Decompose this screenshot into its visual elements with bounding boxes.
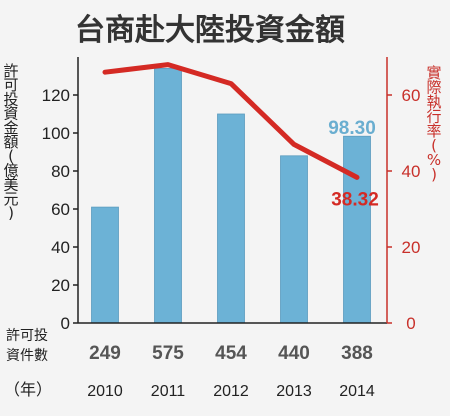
axis-label-char: 額 (3, 133, 18, 151)
bar-2014 (343, 135, 371, 324)
left-tick-label-120: 120 (42, 86, 70, 105)
axis-label-char: ) (431, 166, 437, 184)
axis-label-char: 行 (426, 108, 441, 126)
left-tick-label-20: 20 (51, 276, 70, 295)
axis-label-char: ( (431, 137, 437, 155)
right-tick-label-0: 0 (406, 314, 415, 333)
right-axis-ticks: 0 20 40 60 (387, 86, 420, 333)
bar-series (91, 68, 371, 324)
x-tick-2013: 2013 (276, 383, 312, 400)
x-axis-ticks: 2010 2011 2012 2013 2014 (87, 383, 375, 400)
x-tick-2012: 2012 (213, 383, 249, 400)
count-2011: 575 (152, 343, 184, 364)
x-tick-2014: 2014 (339, 383, 375, 400)
bar-2010 (91, 206, 119, 324)
axis-label-char: 金 (3, 119, 18, 137)
left-axis-label: 許可投資金額(億美元) (3, 62, 18, 222)
axis-label-char: 實 (426, 64, 441, 82)
chart-title: 台商赴大陸投資金額 (75, 13, 345, 48)
right-axis-label: 實際執行率(%) (426, 64, 441, 184)
count-2012: 454 (215, 343, 247, 364)
year-unit-label: （年） (4, 381, 52, 399)
axis-label-char: 際 (426, 79, 441, 97)
right-tick-label-40: 40 (402, 162, 421, 181)
bar-data-label: 98.30 (328, 118, 376, 139)
axis-label-char: 可 (3, 76, 18, 94)
line-data-label: 38.32 (331, 189, 379, 210)
axis-label-char: 美 (3, 176, 18, 194)
x-tick-2011: 2011 (151, 383, 186, 400)
left-tick-label-100: 100 (42, 124, 70, 143)
bar-2012 (217, 113, 245, 324)
axis-label-char: 投 (3, 90, 18, 108)
left-tick-label-80: 80 (51, 162, 70, 181)
axis-label-char: % (427, 151, 441, 169)
bar-2011 (154, 68, 182, 324)
count-2013: 440 (278, 343, 310, 364)
count-2014: 388 (341, 343, 373, 364)
axis-label-char: 元 (3, 190, 18, 208)
axis-label-char: ) (8, 204, 14, 222)
axis-label-char: 許 (3, 62, 18, 80)
right-tick-label-60: 60 (402, 86, 421, 105)
right-tick-label-20: 20 (402, 238, 421, 257)
x-tick-2010: 2010 (87, 383, 123, 400)
axis-label-char: 億 (3, 161, 18, 179)
rate-line (102, 62, 360, 180)
axis-label-char: 資 (3, 105, 18, 123)
left-tick-label-0: 0 (61, 314, 70, 333)
axis-label-char: ( (8, 147, 14, 165)
axis-label-char: 執 (426, 93, 441, 111)
axis-label-char: 率 (426, 122, 441, 140)
left-tick-label-60: 60 (51, 200, 70, 219)
count-row-label-line1: 許可投 (6, 328, 48, 344)
count-row-label-line2: 資件數 (6, 348, 48, 364)
left-axis-ticks: 0 20 40 60 80 100 120 (42, 86, 78, 333)
count-row: 249 575 454 440 388 (89, 343, 373, 364)
count-2010: 249 (89, 343, 121, 364)
left-tick-label-40: 40 (51, 238, 70, 257)
bar-2013 (280, 155, 308, 324)
